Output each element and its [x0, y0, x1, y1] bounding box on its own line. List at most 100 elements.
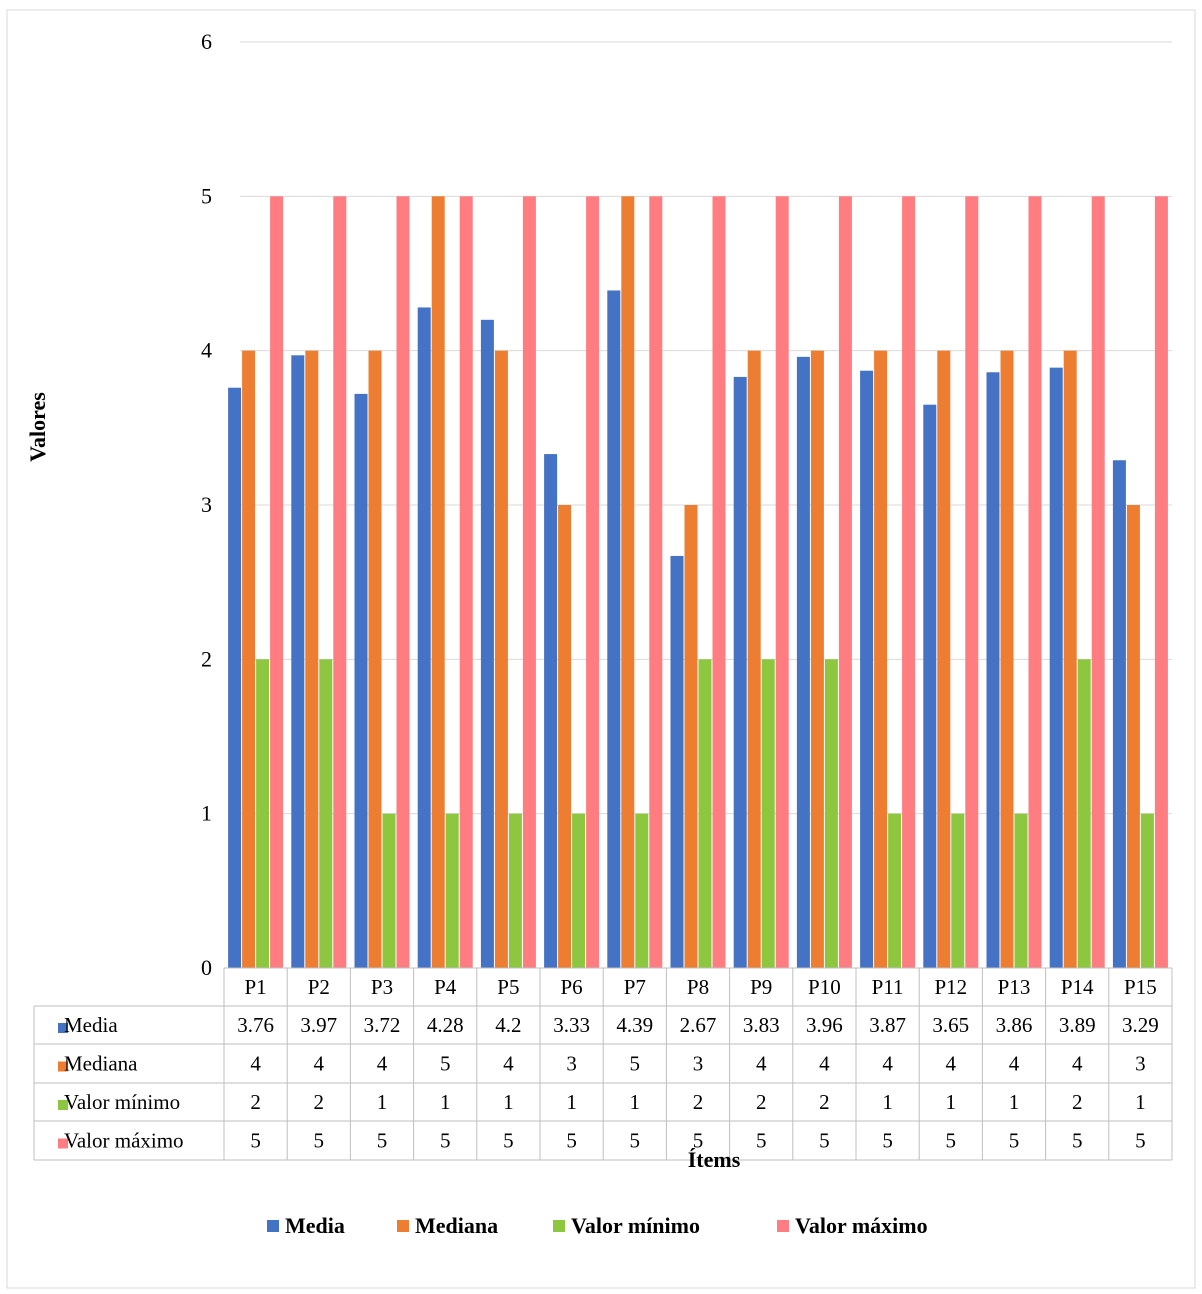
data-label: 5 — [250, 1129, 261, 1153]
legend-label: Mediana — [415, 1213, 498, 1238]
bar — [1000, 350, 1014, 969]
data-label: 1 — [566, 1090, 577, 1114]
bar — [965, 196, 979, 969]
bar — [761, 659, 775, 968]
bar — [291, 355, 305, 969]
data-label: 1 — [946, 1090, 957, 1114]
x-tick-label: P12 — [934, 975, 967, 999]
data-label: 5 — [882, 1129, 893, 1153]
data-label: 1 — [1009, 1090, 1020, 1114]
data-label: 5 — [503, 1129, 514, 1153]
bar — [522, 196, 536, 969]
data-label: 5 — [756, 1129, 767, 1153]
bar — [810, 350, 824, 969]
legend-label: Valor máximo — [795, 1213, 928, 1238]
bar — [874, 350, 888, 969]
bar — [480, 319, 494, 968]
data-label: 3.72 — [364, 1013, 401, 1037]
x-axis-label: Ítems — [688, 1147, 741, 1172]
bar — [902, 196, 916, 969]
bar — [1077, 659, 1091, 968]
table-legend-key — [58, 1100, 68, 1110]
y-tick-label: 0 — [201, 955, 212, 980]
data-label: 3.86 — [996, 1013, 1033, 1037]
data-label: 4 — [377, 1052, 388, 1076]
bar — [860, 370, 874, 969]
data-label: 5 — [440, 1129, 451, 1153]
table-series-label: Valor mínimo — [64, 1090, 180, 1114]
bar — [1091, 196, 1105, 969]
table-series-label: Mediana — [64, 1052, 138, 1076]
data-label: 4 — [1072, 1052, 1083, 1076]
data-label: 1 — [377, 1090, 388, 1114]
bar — [712, 196, 726, 969]
data-label: 5 — [377, 1129, 388, 1153]
data-label: 4 — [882, 1052, 893, 1076]
bar — [228, 387, 242, 968]
bar — [558, 505, 572, 968]
data-label: 4 — [946, 1052, 957, 1076]
data-label: 3 — [693, 1052, 704, 1076]
data-label: 3.87 — [869, 1013, 906, 1037]
bar — [1126, 505, 1140, 968]
bar — [417, 307, 431, 968]
data-label: 3.29 — [1122, 1013, 1159, 1037]
data-label: 3.97 — [300, 1013, 337, 1037]
x-tick-label: P14 — [1061, 975, 1094, 999]
bar — [256, 659, 270, 968]
bar — [733, 376, 747, 968]
data-label: 4 — [503, 1052, 514, 1076]
bar — [1112, 460, 1126, 968]
bar — [888, 813, 902, 968]
table-legend-key — [58, 1138, 68, 1149]
data-label: 3.83 — [743, 1013, 780, 1037]
bar — [747, 350, 761, 969]
bar — [508, 813, 522, 968]
data-label: 5 — [440, 1052, 451, 1076]
data-label: 3 — [566, 1052, 577, 1076]
data-label: 5 — [630, 1129, 641, 1153]
bar — [270, 196, 284, 969]
table-legend-key — [58, 1023, 68, 1033]
bar — [923, 404, 937, 968]
x-tick-label: P3 — [371, 975, 393, 999]
data-label: 2 — [693, 1090, 704, 1114]
bar — [1154, 196, 1168, 969]
data-label: 5 — [1135, 1129, 1146, 1153]
bar — [838, 196, 852, 969]
table-legend-key — [58, 1061, 68, 1072]
data-label: 3.65 — [932, 1013, 969, 1037]
data-label: 5 — [566, 1129, 577, 1153]
y-tick-label: 1 — [201, 801, 212, 826]
data-label: 4 — [819, 1052, 830, 1076]
bar — [319, 659, 333, 968]
table-series-label: Media — [64, 1013, 118, 1037]
bar — [1014, 813, 1028, 968]
data-label: 3.89 — [1059, 1013, 1096, 1037]
x-tick-label: P13 — [998, 975, 1031, 999]
data-label: 2.67 — [680, 1013, 717, 1037]
x-tick-label: P15 — [1124, 975, 1157, 999]
y-tick-label: 4 — [201, 338, 212, 363]
bar — [1028, 196, 1042, 969]
data-label: 3.76 — [237, 1013, 274, 1037]
x-tick-label: P4 — [434, 975, 457, 999]
legend-swatch — [777, 1220, 789, 1232]
data-label: 2 — [1072, 1090, 1083, 1114]
bar — [621, 196, 635, 969]
legend-swatch — [267, 1220, 279, 1232]
data-label: 1 — [882, 1090, 893, 1114]
data-label: 2 — [819, 1090, 830, 1114]
bar — [431, 196, 445, 969]
data-label: 5 — [630, 1052, 641, 1076]
bar — [951, 813, 965, 968]
x-tick-label: P8 — [687, 975, 709, 999]
data-label: 3.96 — [806, 1013, 843, 1037]
x-tick-label: P1 — [245, 975, 267, 999]
legend-label: Valor mínimo — [571, 1213, 700, 1238]
data-label: 4 — [1009, 1052, 1020, 1076]
bar — [445, 813, 459, 968]
data-label: 1 — [503, 1090, 514, 1114]
data-label: 2 — [314, 1090, 325, 1114]
